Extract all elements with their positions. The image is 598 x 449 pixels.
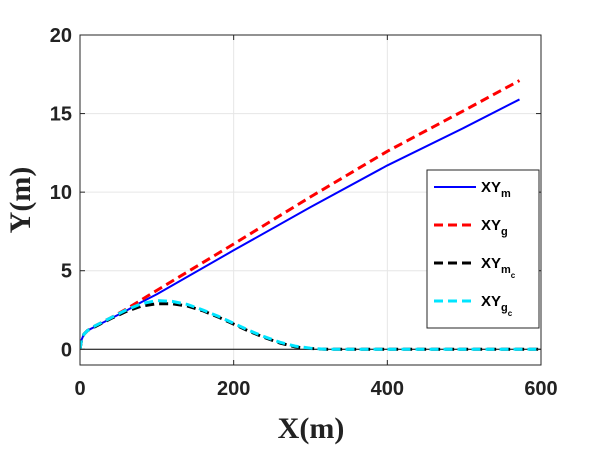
axes-box: [79, 34, 542, 366]
legend: XYm XYg XYmc XYgc: [426, 169, 540, 329]
x-tick-label: 400: [371, 378, 404, 400]
legend-label: XYgc: [481, 293, 513, 318]
plot-area: [80, 79, 541, 351]
legend-label: XYm: [481, 179, 511, 200]
y-tick-label: 10: [50, 182, 72, 204]
x-tick-label: 0: [74, 378, 85, 400]
y-tick-label: 5: [61, 261, 72, 283]
y-tick-label: 0: [61, 339, 72, 361]
x-axis-label: X(m): [278, 412, 345, 445]
legend-box: [426, 169, 540, 329]
y-tick-label: 15: [50, 104, 72, 126]
y-tick-label: 20: [50, 25, 72, 47]
x-tick-label: 200: [217, 378, 250, 400]
x-tick-label: 600: [524, 378, 557, 400]
y-axis-label: Y(m): [4, 167, 37, 234]
ticks: 0 200 400 600 0 5 10 15 20: [50, 25, 558, 400]
legend-label: XYg: [481, 217, 508, 238]
series-line-xy-g-c: [80, 299, 541, 351]
legend-label: XYmc: [481, 255, 516, 280]
